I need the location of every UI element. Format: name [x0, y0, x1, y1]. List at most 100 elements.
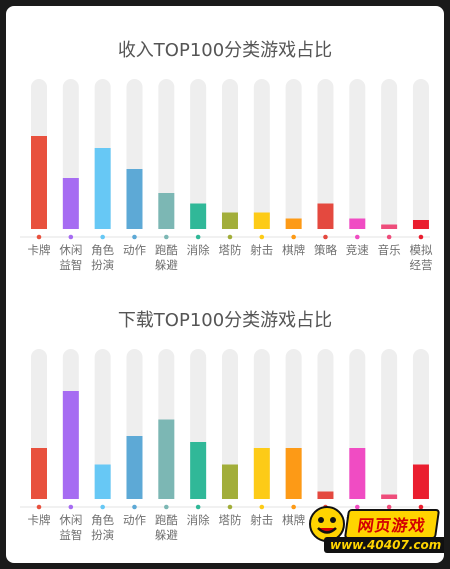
bar-track — [190, 79, 207, 229]
category-dot — [355, 234, 360, 240]
category-label: 消除 — [187, 513, 210, 527]
bar-1-10 — [349, 448, 366, 499]
category-label: 角色 — [91, 513, 114, 527]
bar-track — [94, 349, 111, 499]
category-dot — [386, 504, 392, 510]
bar-1-4 — [158, 419, 175, 499]
category-label: 卡牌 — [28, 243, 51, 257]
category-label: 益智 — [59, 528, 82, 542]
category-dot — [100, 234, 105, 240]
category-dot — [291, 234, 296, 240]
bar-0-8 — [285, 218, 302, 229]
bar-0-11 — [381, 224, 398, 229]
bar-0-12 — [412, 220, 429, 229]
bar-1-2 — [94, 464, 111, 499]
category-dot — [36, 234, 42, 240]
bar-track — [412, 349, 429, 499]
bar-1-0 — [31, 448, 47, 499]
bar-track — [253, 79, 270, 229]
category-dot — [164, 234, 169, 240]
category-label: 跑酷 — [155, 243, 178, 257]
category-label: 休闲 — [59, 513, 82, 527]
bar-1-5 — [190, 442, 207, 499]
watermark-url: www.40407.com — [324, 537, 444, 553]
bar-0-6 — [221, 212, 238, 229]
category-label: 塔防 — [218, 243, 241, 257]
chart-title: 下载TOP100分类游戏占比 — [118, 310, 332, 331]
category-dot — [227, 504, 233, 510]
bar-1-1 — [62, 391, 79, 499]
bar-1-12 — [412, 464, 429, 499]
category-dot — [291, 504, 296, 510]
download-chart: 下载TOP100分类游戏占比卡牌休闲益智角色扮演动作跑酷躲避消除塔防射击棋牌策略… — [20, 310, 433, 542]
category-dot — [132, 234, 137, 240]
category-label: 竞速 — [346, 243, 369, 257]
bar-1-11 — [381, 494, 398, 499]
bar-track — [412, 79, 429, 229]
category-dot — [323, 234, 328, 240]
bar-track — [381, 79, 398, 229]
bar-0-7 — [253, 212, 270, 229]
category-label: 射击 — [250, 513, 273, 527]
bar-track — [158, 79, 175, 229]
bar-0-4 — [158, 193, 175, 229]
site-watermark-logo: 网页游戏 www.40407.com — [306, 503, 444, 559]
category-label: 扮演 — [91, 258, 114, 272]
bar-track — [381, 349, 398, 499]
chart-title: 收入TOP100分类游戏占比 — [118, 40, 332, 61]
category-label: 躲避 — [155, 258, 178, 272]
bar-0-2 — [94, 148, 111, 229]
category-dot — [68, 234, 74, 240]
bar-0-0 — [31, 136, 47, 229]
category-label: 扮演 — [91, 528, 114, 542]
watermark-brand: 网页游戏 — [356, 516, 428, 535]
category-label: 音乐 — [378, 243, 401, 257]
bar-1-8 — [285, 448, 302, 499]
bar-0-10 — [349, 218, 366, 229]
category-dot — [386, 234, 392, 240]
bar-track — [317, 79, 334, 229]
category-label: 塔防 — [218, 513, 241, 527]
bar-0-5 — [190, 203, 207, 229]
bar-track — [285, 79, 302, 229]
category-dot — [355, 504, 360, 510]
category-label: 消除 — [187, 243, 210, 257]
category-dot — [227, 234, 233, 240]
category-dot — [259, 234, 265, 240]
bar-track — [221, 349, 238, 499]
category-dot — [259, 504, 265, 510]
bar-1-7 — [253, 448, 270, 499]
category-label: 休闲 — [59, 243, 82, 257]
watermark-brand-box: 网页游戏 — [343, 509, 441, 539]
category-dot — [36, 504, 42, 510]
chart-card: 收入TOP100分类游戏占比 卡牌 休闲 益智 角色 扮演 动作 跑酷 躲避 消除 塔防 射击 棋牌 策略… — [6, 6, 444, 563]
category-dot — [132, 504, 137, 510]
category-dot — [164, 504, 169, 510]
category-dot — [68, 504, 74, 510]
bar-1-6 — [221, 464, 238, 499]
bar-track — [349, 79, 366, 229]
category-dot — [100, 504, 105, 510]
category-label: 跑酷 — [155, 513, 178, 527]
bar-track — [221, 79, 238, 229]
bar-0-3 — [126, 169, 143, 229]
category-label: 躲避 — [155, 528, 178, 542]
category-label: 卡牌 — [28, 513, 51, 527]
category-label: 益智 — [59, 258, 82, 272]
bar-track — [317, 349, 334, 499]
bar-1-3 — [126, 436, 143, 499]
bar-1-9 — [317, 491, 334, 499]
category-dot — [195, 504, 201, 510]
category-dot — [195, 234, 201, 240]
category-label: 动作 — [123, 243, 146, 257]
bar-0-1 — [62, 178, 79, 229]
category-label: 经营 — [409, 258, 432, 272]
category-label: 动作 — [123, 513, 146, 527]
category-label: 棋牌 — [282, 513, 305, 527]
category-dot — [418, 234, 424, 240]
category-dot — [418, 504, 424, 510]
category-label: 模拟 — [409, 243, 432, 257]
category-label: 射击 — [250, 243, 273, 257]
category-label: 策略 — [314, 243, 337, 257]
